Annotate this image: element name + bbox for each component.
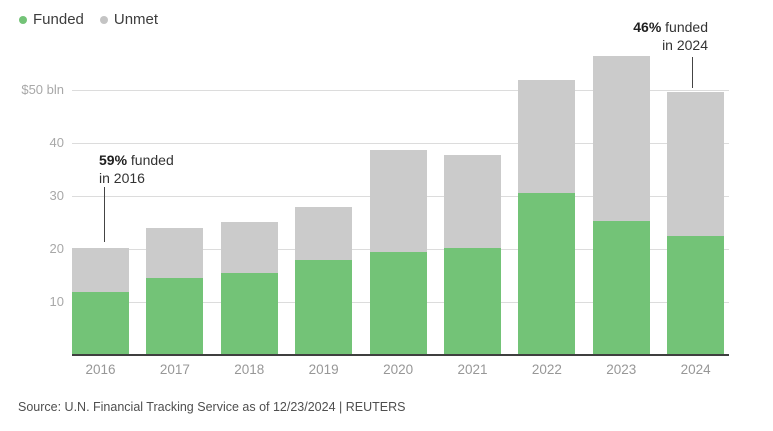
unmet-legend-label: Unmet: [113, 11, 159, 28]
bar-group-2019: [295, 206, 353, 355]
funded-segment-2024: [667, 235, 725, 355]
y-tick-label-20: 20: [49, 241, 64, 256]
funded-segment-2021: [444, 248, 501, 355]
bar-group-2024: [667, 91, 725, 355]
bar-group-2020: [369, 149, 427, 355]
annotation-2024-line1: 46% funded: [633, 18, 708, 36]
y-tick-label-50: $50 bln: [21, 82, 64, 97]
x-tick-label-2020: 2020: [383, 362, 414, 377]
unmet-segment-2023: [592, 56, 650, 221]
funded-segment-2022: [518, 193, 576, 355]
unmet-segment-2019: [295, 206, 353, 261]
y-axis-labels: $50 bln 40 30 20 10: [0, 0, 64, 431]
annotation-2024-line2: in 2024: [662, 37, 708, 53]
annotation-2024-text: funded: [661, 19, 708, 35]
x-tick-label-2021: 2021: [457, 362, 488, 377]
bar-group-2023: [592, 56, 650, 355]
plot-area: [72, 35, 729, 356]
x-axis-baseline: [72, 354, 729, 356]
funded-segment-2016: [72, 291, 129, 355]
annotation-2016-line1: 59% funded: [99, 151, 174, 169]
legend-item-funded: Funded: [19, 11, 84, 28]
annotation-2016-pointer-line: [104, 187, 105, 242]
funded-legend-label: Funded: [33, 11, 84, 28]
y-tick-label-40: 40: [49, 135, 64, 150]
unmet-segment-2016: [72, 247, 129, 292]
annotation-2016-percent: 59%: [99, 152, 128, 168]
y-tick-label-10: 10: [49, 294, 64, 309]
funded-segment-2023: [592, 220, 650, 355]
annotation-2016: 59% funded in 2016: [99, 151, 174, 187]
x-tick-label-2022: 2022: [531, 362, 562, 377]
unmet-segment-2022: [518, 80, 576, 194]
gridline-50: [72, 90, 729, 91]
funded-segment-2019: [295, 260, 353, 355]
unmet-segment-2018: [220, 221, 278, 274]
x-tick-label-2019: 2019: [308, 362, 339, 377]
annotation-2024-pointer-line: [692, 57, 693, 88]
x-tick-label-2018: 2018: [234, 362, 265, 377]
annotation-2024: 46% funded in 2024: [633, 18, 708, 54]
bar-group-2016: [72, 247, 129, 355]
bar-group-2018: [220, 221, 278, 355]
funded-legend-dot-icon: [19, 15, 27, 24]
funded-segment-2020: [369, 251, 427, 355]
unmet-segment-2024: [667, 91, 725, 236]
unmet-segment-2021: [444, 155, 501, 249]
x-tick-label-2023: 2023: [606, 362, 637, 377]
unmet-segment-2017: [146, 228, 204, 279]
funded-segment-2018: [220, 273, 278, 355]
gridline-40: [72, 143, 729, 144]
annotation-2016-line2: in 2016: [99, 170, 145, 186]
legend: Funded Unmet: [19, 11, 158, 28]
y-tick-label-30: 30: [49, 188, 64, 203]
x-tick-label-2017: 2017: [159, 362, 190, 377]
annotation-2016-text: funded: [127, 152, 174, 168]
unmet-segment-2020: [369, 149, 427, 252]
funded-segment-2017: [146, 278, 204, 355]
annotation-2024-percent: 46%: [633, 19, 662, 35]
unmet-legend-dot-icon: [99, 15, 108, 24]
bar-group-2022: [518, 80, 576, 355]
x-tick-label-2016: 2016: [85, 362, 116, 377]
source-line: Source: U.N. Financial Tracking Service …: [18, 400, 406, 414]
bar-group-2017: [146, 228, 204, 355]
legend-item-unmet: Unmet: [99, 11, 159, 28]
bar-group-2021: [444, 155, 501, 355]
x-tick-label-2024: 2024: [680, 362, 711, 377]
